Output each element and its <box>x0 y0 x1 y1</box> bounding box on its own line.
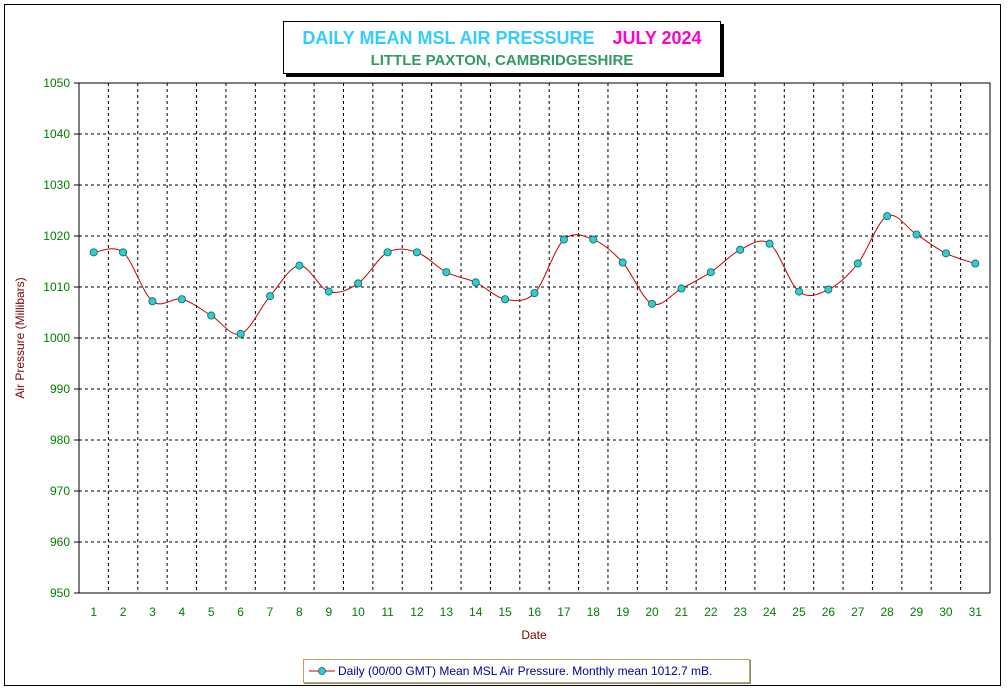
x-tick-label: 16 <box>528 605 542 619</box>
data-point-day-28 <box>883 212 892 221</box>
title-box: DAILY MEAN MSL AIR PRESSURE JULY 2024 LIT… <box>283 21 721 74</box>
data-point-day-19 <box>618 258 627 267</box>
y-tick-label: 980 <box>50 433 70 447</box>
y-tick-label: 1040 <box>43 127 70 141</box>
x-tick-label: 17 <box>557 605 571 619</box>
x-tick-label: 29 <box>910 605 924 619</box>
x-tick-label: 15 <box>498 605 512 619</box>
x-tick-label: 30 <box>939 605 953 619</box>
x-tick-label: 13 <box>440 605 454 619</box>
legend-swatch-icon <box>309 667 335 675</box>
y-tick-label: 950 <box>50 586 70 600</box>
y-tick-label: 960 <box>50 535 70 549</box>
legend: Daily (00/00 GMT) Mean MSL Air Pressure.… <box>303 659 750 683</box>
data-point-day-20 <box>648 299 657 308</box>
data-point-day-13 <box>442 268 451 277</box>
chart-frame <box>4 4 1001 686</box>
data-point-day-8 <box>295 261 304 270</box>
data-point-day-17 <box>559 235 568 244</box>
data-point-day-12 <box>412 248 421 257</box>
x-tick-label: 4 <box>179 605 186 619</box>
plot-area-border <box>78 82 991 594</box>
x-tick-label: 22 <box>704 605 718 619</box>
x-tick-label: 11 <box>381 605 394 619</box>
x-tick-label: 25 <box>792 605 806 619</box>
x-tick-label: 27 <box>851 605 865 619</box>
x-tick-label: 2 <box>120 605 127 619</box>
x-tick-label: 9 <box>325 605 332 619</box>
data-point-day-6 <box>236 329 245 338</box>
data-point-day-16 <box>530 289 539 298</box>
chart-title: DAILY MEAN MSL AIR PRESSURE <box>302 28 595 48</box>
x-tick-label: 23 <box>734 605 748 619</box>
data-point-day-10 <box>354 279 363 288</box>
data-point-day-22 <box>706 268 715 277</box>
chart-subtitle: LITTLE PAXTON, CAMBRIDGESHIRE <box>370 52 634 69</box>
data-point-day-21 <box>677 284 686 293</box>
grid-lines <box>74 82 990 594</box>
chart-title-month: JULY 2024 <box>612 28 702 48</box>
x-tick-label: 19 <box>616 605 630 619</box>
data-point-day-18 <box>589 235 598 244</box>
x-tick-label: 26 <box>822 605 836 619</box>
data-point-day-26 <box>824 285 833 294</box>
data-point-day-7 <box>266 292 275 301</box>
data-point-day-4 <box>177 295 186 304</box>
y-tick-label: 990 <box>50 382 70 396</box>
data-point-day-1 <box>89 248 98 257</box>
y-tick-label: 1010 <box>43 280 70 294</box>
x-tick-label: 14 <box>469 605 483 619</box>
data-point-day-31 <box>971 259 980 268</box>
legend-label: Daily (00/00 GMT) Mean MSL Air Pressure.… <box>338 664 713 678</box>
y-tick-label: 970 <box>50 484 70 498</box>
data-point-day-29 <box>912 230 921 239</box>
x-tick-label: 18 <box>587 605 601 619</box>
data-point-day-2 <box>119 248 128 257</box>
data-point-day-3 <box>148 297 157 306</box>
x-axis-title: Date <box>521 628 547 642</box>
data-point-day-14 <box>471 278 480 287</box>
x-tick-labels: 1 2 3 4 5 6 7 8 9 10 11 12 13 14 15 16 17 18 19 20 21 22 23 24 2… <box>90 605 982 619</box>
series-markers <box>89 212 980 338</box>
y-tick-label: 1000 <box>43 331 70 345</box>
data-point-day-24 <box>765 239 774 248</box>
x-tick-label: 21 <box>675 605 689 619</box>
y-tick-label: 1020 <box>43 229 70 243</box>
y-tick-label: 1050 <box>43 76 70 90</box>
x-tick-label: 12 <box>410 605 424 619</box>
x-tick-label: 3 <box>149 605 156 619</box>
data-point-day-25 <box>794 287 803 296</box>
data-point-day-15 <box>501 295 510 304</box>
x-tick-label: 8 <box>296 605 303 619</box>
data-point-day-30 <box>941 249 950 258</box>
y-tick-labels: 950 960 970 980 990 1000 1010 1020 1030 1040 1050 <box>43 76 70 600</box>
data-point-day-9 <box>324 287 333 296</box>
x-tick-label: 24 <box>763 605 777 619</box>
data-point-day-5 <box>207 311 216 320</box>
x-tick-label: 7 <box>267 605 274 619</box>
y-axis-title: Air Pressure (Millibars) <box>13 277 27 398</box>
x-tick-label: 28 <box>880 605 894 619</box>
title-line: DAILY MEAN MSL AIR PRESSURE JULY 2024 <box>284 28 720 49</box>
data-point-day-23 <box>736 245 745 254</box>
data-point-day-11 <box>383 248 392 257</box>
y-tick-label: 1030 <box>43 178 70 192</box>
x-tick-label: 5 <box>208 605 215 619</box>
x-tick-label: 10 <box>351 605 365 619</box>
x-tick-label: 20 <box>645 605 659 619</box>
x-tick-label: 31 <box>969 605 983 619</box>
data-point-day-27 <box>853 259 862 268</box>
x-tick-label: 6 <box>237 605 244 619</box>
x-tick-label: 1 <box>90 605 97 619</box>
